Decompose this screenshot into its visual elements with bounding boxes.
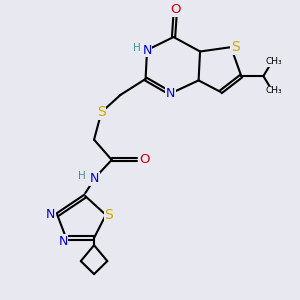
Text: N: N — [166, 87, 175, 100]
Text: S: S — [231, 40, 240, 54]
Text: H: H — [133, 43, 141, 53]
Text: N: N — [90, 172, 99, 185]
Text: O: O — [170, 3, 180, 16]
Text: S: S — [97, 105, 106, 119]
Text: O: O — [139, 153, 149, 167]
Text: S: S — [104, 208, 113, 222]
Text: N: N — [46, 208, 56, 221]
Text: CH₃: CH₃ — [266, 86, 282, 95]
Text: N: N — [142, 44, 152, 56]
Text: CH₃: CH₃ — [266, 57, 282, 66]
Text: N: N — [58, 235, 68, 248]
Text: H: H — [78, 171, 86, 181]
